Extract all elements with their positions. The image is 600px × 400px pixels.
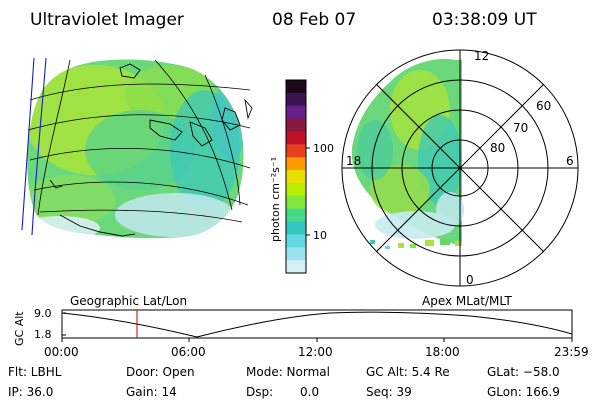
- colorbar-segment: [286, 195, 306, 210]
- colorbar-segment: [286, 208, 306, 223]
- info-door: Door: Open: [126, 365, 195, 379]
- colorbar: 100 10 photon cm⁻²s⁻¹: [269, 79, 334, 274]
- polar-mlt-0: 0: [466, 273, 474, 287]
- polar-mlat-80: 80: [490, 141, 505, 155]
- polar-image-panel: 12 18 6 0 60 70 80: [341, 49, 579, 287]
- colorbar-tick-label-100: 100: [313, 142, 334, 155]
- info-mode: Mode: Normal: [246, 365, 330, 379]
- geographic-image-panel: [21, 57, 253, 239]
- polar-mlt-18: 18: [346, 154, 361, 168]
- header-title: Ultraviolet Imager: [30, 10, 184, 30]
- colorbar-segment: [286, 157, 306, 171]
- colorbar-segment: [286, 182, 306, 197]
- colorbar-segment: [286, 260, 306, 274]
- timeline-ylabel: GC Alt: [13, 311, 26, 346]
- timeline-xtick-2: 12:00: [298, 345, 333, 359]
- colorbar-segment: [286, 170, 306, 184]
- colorbar-segment: [286, 221, 306, 235]
- header-date: 08 Feb 07: [272, 10, 356, 30]
- polar-panel-label: Apex MLat/MLT: [422, 294, 512, 308]
- colorbar-segment: [286, 118, 306, 133]
- polar-mlat-60: 60: [536, 99, 551, 113]
- polar-mlat-70: 70: [513, 121, 528, 135]
- timeline-xtick-0: 00:00: [44, 345, 79, 359]
- timeline-xtick-4: 23:59: [554, 345, 589, 359]
- polar-mlt-12: 12: [474, 49, 489, 63]
- info-filter: Flt: LBHL: [8, 365, 62, 379]
- timeline-panel: Geographic Lat/Lon Apex MLat/MLT GC Alt …: [13, 294, 589, 359]
- colorbar-segment: [286, 131, 306, 145]
- info-dsp-value: 0.0: [300, 385, 319, 399]
- colorbar-tick-label-10: 10: [313, 229, 327, 242]
- info-seq: Seq: 39: [366, 385, 412, 399]
- geo-panel-label: Geographic Lat/Lon: [70, 294, 187, 308]
- colorbar-segment: [286, 234, 306, 248]
- colorbar-segment: [286, 144, 306, 158]
- timeline-ytick-top: 9.0: [34, 307, 52, 320]
- info-gc-alt: GC Alt: 5.4 Re: [366, 365, 450, 379]
- info-panel: Flt: LBHL Door: Open Mode: Normal GC Alt…: [8, 365, 560, 399]
- colorbar-segment: [286, 92, 306, 107]
- timeline-ytick-bottom: 1.8: [34, 328, 52, 341]
- polar-mlt-6: 6: [566, 154, 574, 168]
- colorbar-segment: [286, 80, 306, 94]
- info-gain: Gain: 14: [126, 385, 177, 399]
- header-time: 03:38:09 UT: [432, 10, 537, 30]
- info-ip: IP: 36.0: [8, 385, 53, 399]
- timeline-xtick-3: 18:00: [425, 345, 460, 359]
- info-glon: GLon: 166.9: [487, 385, 560, 399]
- colorbar-segment: [286, 105, 306, 120]
- timeline-xtick-1: 06:00: [171, 345, 206, 359]
- orbit-altitude-curve: [61, 311, 573, 338]
- info-glat: GLat: −58.0: [487, 365, 560, 379]
- info-dsp-label: Dsp:: [246, 385, 273, 399]
- colorbar-segment: [286, 247, 306, 261]
- colorbar-label: photon cm⁻²s⁻¹: [269, 157, 282, 242]
